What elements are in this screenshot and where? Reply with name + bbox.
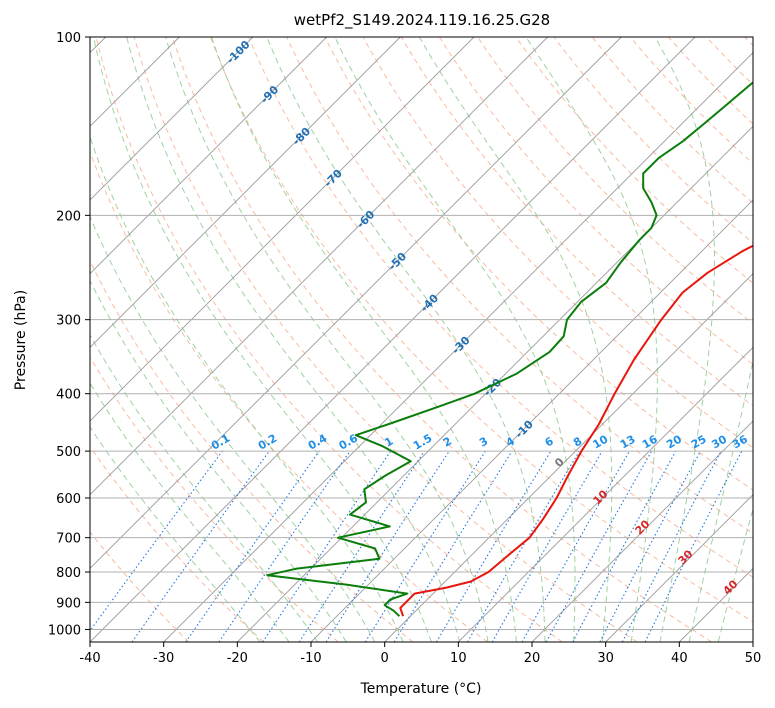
dry-adiabat: [95, 37, 563, 642]
y-tick-label: 600: [56, 492, 81, 507]
y-tick-label: 800: [56, 566, 81, 581]
mixing-ratio-line: [185, 450, 320, 642]
isotherm-line: [310, 199, 753, 642]
moist-adiabat: [525, 37, 658, 642]
isotherm-line: [163, 52, 753, 642]
dry-adiabat: [90, 531, 190, 642]
y-tick-label: 1000: [48, 623, 81, 638]
dry-adiabat: [90, 150, 488, 642]
isotherm-line: [90, 37, 401, 348]
x-tick-label: 30: [597, 651, 614, 666]
moist-adiabat: [688, 359, 753, 642]
moist-adiabat: [211, 37, 517, 642]
y-tick-label: 300: [56, 314, 81, 329]
isotherm-line: [90, 37, 622, 569]
mixing-ratio-line: [572, 450, 677, 642]
x-axis-label: Temperature (°C): [360, 681, 482, 697]
mixing-ratio-line: [644, 450, 743, 642]
moist-adiabat: [165, 37, 489, 642]
y-tick-label: 100: [56, 31, 81, 46]
x-axis: -40 -30 -20 -10 0 10 20 30 40 50: [79, 642, 761, 666]
x-tick-label: -40: [79, 651, 100, 666]
x-tick-label: 40: [671, 651, 688, 666]
isotherm-line: [90, 37, 696, 642]
y-tick-label: 900: [56, 596, 81, 611]
isotherm-line: [752, 641, 753, 642]
mixing-ratio-line: [298, 450, 425, 642]
moist-adiabat: [654, 37, 716, 642]
x-tick-label: -20: [227, 651, 248, 666]
plot-frame: [89, 36, 754, 643]
isotherm-line: [90, 37, 327, 275]
y-tick-label: 500: [56, 445, 81, 460]
temperature-profile: [399, 244, 753, 617]
y-tick-label: 700: [56, 532, 81, 547]
dry-adiabat: [400, 37, 753, 407]
isotherm-line: [90, 37, 254, 201]
mixing-ratio-line: [325, 450, 450, 642]
dry-adiabat: [90, 445, 264, 642]
background-lines: [90, 37, 753, 642]
x-tick-label: 0: [381, 651, 389, 666]
dry-adiabat: [171, 37, 712, 642]
isotherm-line: [384, 273, 753, 642]
mixing-ratio-line: [262, 450, 392, 642]
isotherm-line: [90, 37, 548, 496]
dry-adiabat: [438, 37, 753, 366]
moist-adiabat: [334, 37, 576, 642]
moist-adiabat: [90, 426, 261, 642]
isotherm-line: [237, 125, 753, 642]
isotherm-line: [458, 346, 753, 642]
profile-lines: [266, 81, 753, 617]
x-tick-label: -30: [153, 651, 174, 666]
isotherm-line: [90, 37, 475, 422]
mixing-ratio-line: [90, 450, 223, 632]
mixing-ratio-line: [131, 450, 270, 642]
moist-adiabat: [90, 135, 404, 642]
moist-adiabat: [126, 37, 461, 642]
dry-adiabat: [515, 37, 753, 284]
plot-background: [90, 37, 753, 642]
y-tick-label: 200: [56, 209, 81, 224]
moist-adiabat: [717, 507, 753, 642]
dewpoint-profile: [266, 81, 753, 617]
isotherm-line: [531, 420, 753, 642]
moist-adiabat: [418, 37, 613, 642]
mixing-ratio-line: [218, 450, 351, 642]
isotherm-line: [605, 494, 753, 642]
x-tick-label: -10: [300, 651, 321, 666]
y-axis: 100 200 300 400 500 600 700 800 900 1000: [48, 31, 90, 638]
dry-adiabat: [248, 37, 753, 578]
mixing-ratio-line: [393, 450, 513, 642]
x-tick-label: 20: [524, 651, 541, 666]
chart-title: wetPf2_S149.2024.119.16.25.G28: [294, 11, 550, 30]
moist-adiabat: [90, 215, 376, 642]
y-tick-label: 400: [56, 388, 81, 403]
moist-adiabat: [93, 37, 432, 642]
mixing-ratio-line: [545, 450, 653, 642]
y-axis-label: Pressure (hPa): [13, 290, 29, 390]
moist-adiabat: [266, 37, 546, 642]
dry-adiabat: [210, 37, 753, 623]
moist-adiabat: [90, 334, 319, 642]
moist-adiabat: [90, 382, 290, 642]
mixing-ratio-line: [521, 450, 630, 642]
x-tick-label: 10: [450, 651, 467, 666]
dry-adiabat: [90, 356, 339, 642]
x-tick-label: 50: [745, 651, 762, 666]
